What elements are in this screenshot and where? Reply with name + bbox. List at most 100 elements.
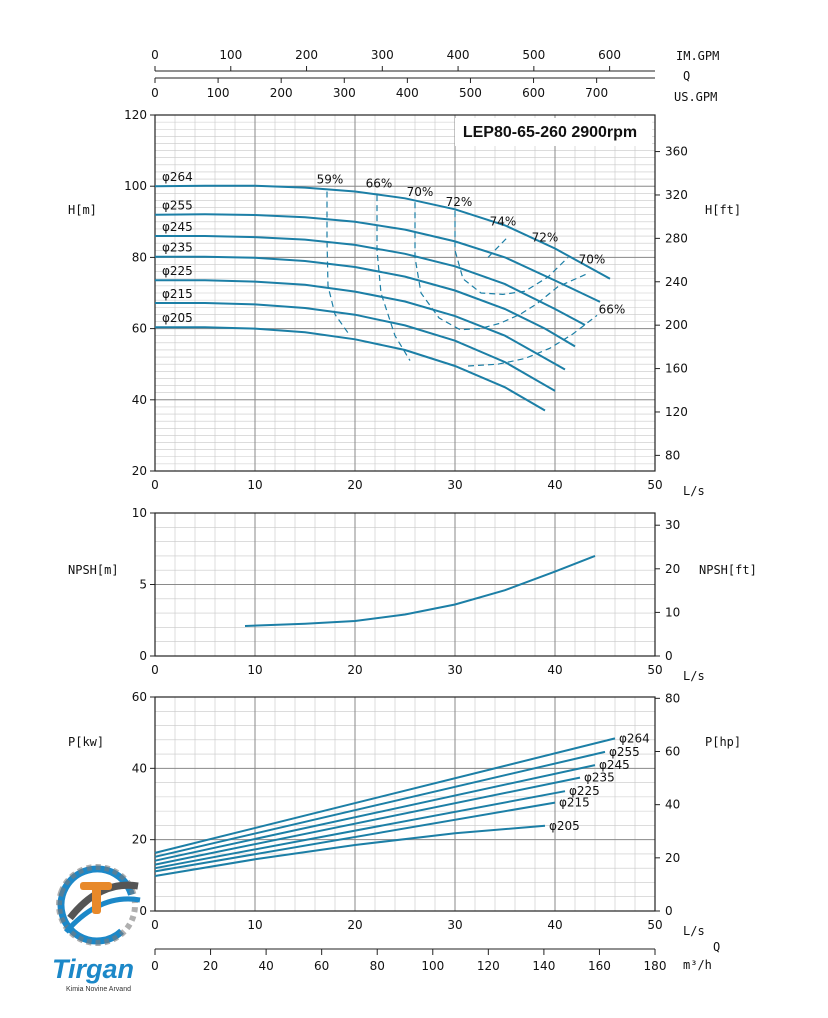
x-tick-label: 0 <box>151 663 159 677</box>
series-label: φ235 <box>162 241 193 255</box>
y-tick-label: 0 <box>139 904 147 918</box>
series-line <box>154 750 606 858</box>
us-gpm-tick-label: 0 <box>151 86 159 100</box>
series-label: φ245 <box>599 758 630 772</box>
y2-tick-label: 200 <box>665 318 688 332</box>
y2-axis-title: P[hp] <box>705 735 741 749</box>
us-gpm-tick-label: 500 <box>459 86 482 100</box>
y2-tick-label: 0 <box>665 904 673 918</box>
plot-frame <box>154 114 656 472</box>
us-gpm-tick-label: 100 <box>207 86 230 100</box>
y2-tick-label: 120 <box>665 405 688 419</box>
efficiency-label: 59% <box>317 172 344 186</box>
y-tick-label: 60 <box>132 690 147 704</box>
us-gpm-label: US.GPM <box>674 90 717 104</box>
y2-axis-title: NPSH[ft] <box>699 563 757 577</box>
efficiency-line <box>487 237 508 258</box>
y2-tick-label: 20 <box>665 851 680 865</box>
y2-tick-label: 360 <box>665 145 688 159</box>
npsh-panel: 0 10 20 30 40 50 L/s 0 5 10 0 10 20 30 NPSH[m] NPSH[ft] <box>68 506 757 683</box>
y2-tick-label: 40 <box>665 798 680 812</box>
efficiency-label: 72% <box>532 231 559 245</box>
x-tick-label: 10 <box>247 918 262 932</box>
efficiency-line <box>454 211 569 296</box>
title-box <box>455 118 652 146</box>
series-label: φ264 <box>619 731 650 745</box>
series-line <box>155 326 546 412</box>
y-tick-label: 80 <box>132 250 147 264</box>
power-panel: 0 10 20 30 40 50 L/s 0 20 40 60 0 20 40 60 80 P[kw] P[hp]… <box>68 690 741 973</box>
series-line <box>154 737 616 854</box>
y-tick-label: 10 <box>132 506 147 520</box>
efficiency-label: 66% <box>599 303 626 317</box>
series-line <box>154 824 546 877</box>
x2-tick-label: 80 <box>370 959 385 973</box>
series-line <box>155 235 586 326</box>
x-tick-label: 50 <box>647 478 662 492</box>
im-gpm-tick-label: 100 <box>219 48 242 62</box>
x-tick-label: 0 <box>151 918 159 932</box>
x2-tick-label: 60 <box>314 959 329 973</box>
x-axis-label: L/s <box>683 484 705 498</box>
x-tick-label: 10 <box>247 478 262 492</box>
im-gpm-label: IM.GPM <box>676 49 719 63</box>
y-tick-label: 40 <box>132 393 147 407</box>
im-gpm-tick-label: 500 <box>522 48 545 62</box>
us-gpm-tick-label: 200 <box>270 86 293 100</box>
y2-tick-label: 160 <box>665 362 688 376</box>
series-label: φ215 <box>559 796 590 810</box>
series-label: φ215 <box>162 287 193 301</box>
series-line <box>244 554 596 627</box>
q-label: Q <box>683 69 690 83</box>
series-line <box>154 790 566 870</box>
y2-tick-label: 280 <box>665 231 688 245</box>
series-line <box>154 184 611 280</box>
series-label: φ255 <box>162 199 193 213</box>
x-tick-label: 20 <box>347 918 362 932</box>
y2-tick-label: 0 <box>665 649 673 663</box>
y-axis-title: H[m] <box>68 203 97 217</box>
y2-tick-label: 320 <box>665 188 688 202</box>
y2-tick-label: 240 <box>665 275 688 289</box>
x2-tick-label: 20 <box>203 959 218 973</box>
y-tick-label: 100 <box>124 179 147 193</box>
y-tick-label: 60 <box>132 322 147 336</box>
series-line <box>155 255 576 348</box>
im-gpm-tick-label: 600 <box>598 48 621 62</box>
logo-tagline: Kimia Novine Arvand <box>66 986 131 993</box>
series-label: φ205 <box>162 311 193 325</box>
y2-tick-label: 30 <box>665 518 680 532</box>
series-line <box>154 213 601 303</box>
x-tick-label: 30 <box>447 478 462 492</box>
series-label: φ225 <box>162 264 193 278</box>
im-gpm-tick-label: 400 <box>447 48 470 62</box>
im-gpm-tick-label: 300 <box>371 48 394 62</box>
efficiency-line <box>467 314 598 367</box>
x-tick-label: 30 <box>447 663 462 677</box>
series-label: φ264 <box>162 170 193 184</box>
series-line <box>155 279 566 371</box>
x2-tick-label: 140 <box>532 959 555 973</box>
y2-tick-label: 20 <box>665 562 680 576</box>
series-line <box>154 801 556 873</box>
y2-tick-label: 10 <box>665 605 680 619</box>
y-tick-label: 5 <box>139 578 147 592</box>
y2-tick-label: 80 <box>665 691 680 705</box>
x2-tick-label: 180 <box>644 959 667 973</box>
x-tick-label: 40 <box>547 478 562 492</box>
x2-tick-label: 120 <box>477 959 500 973</box>
x2-tick-label: 40 <box>258 959 273 973</box>
y2-axis-title: H[ft] <box>705 203 741 217</box>
x-tick-label: 20 <box>347 478 362 492</box>
x2-axis-q-label: Q <box>713 940 720 954</box>
chart-title: LEP80-65-260 2900rpm <box>463 124 637 141</box>
series-label: φ235 <box>584 771 615 785</box>
x-tick-label: 50 <box>647 918 662 932</box>
y-axis-title: P[kw] <box>68 735 104 749</box>
x-tick-label: 40 <box>547 918 562 932</box>
series-line <box>154 764 596 862</box>
plot-frame <box>154 696 656 912</box>
us-gpm-tick-label: 700 <box>585 86 608 100</box>
head-panel: 0 10 20 30 40 50 L/s 20 40 60 80 100 120 80 120 160 200 2… <box>68 108 741 498</box>
